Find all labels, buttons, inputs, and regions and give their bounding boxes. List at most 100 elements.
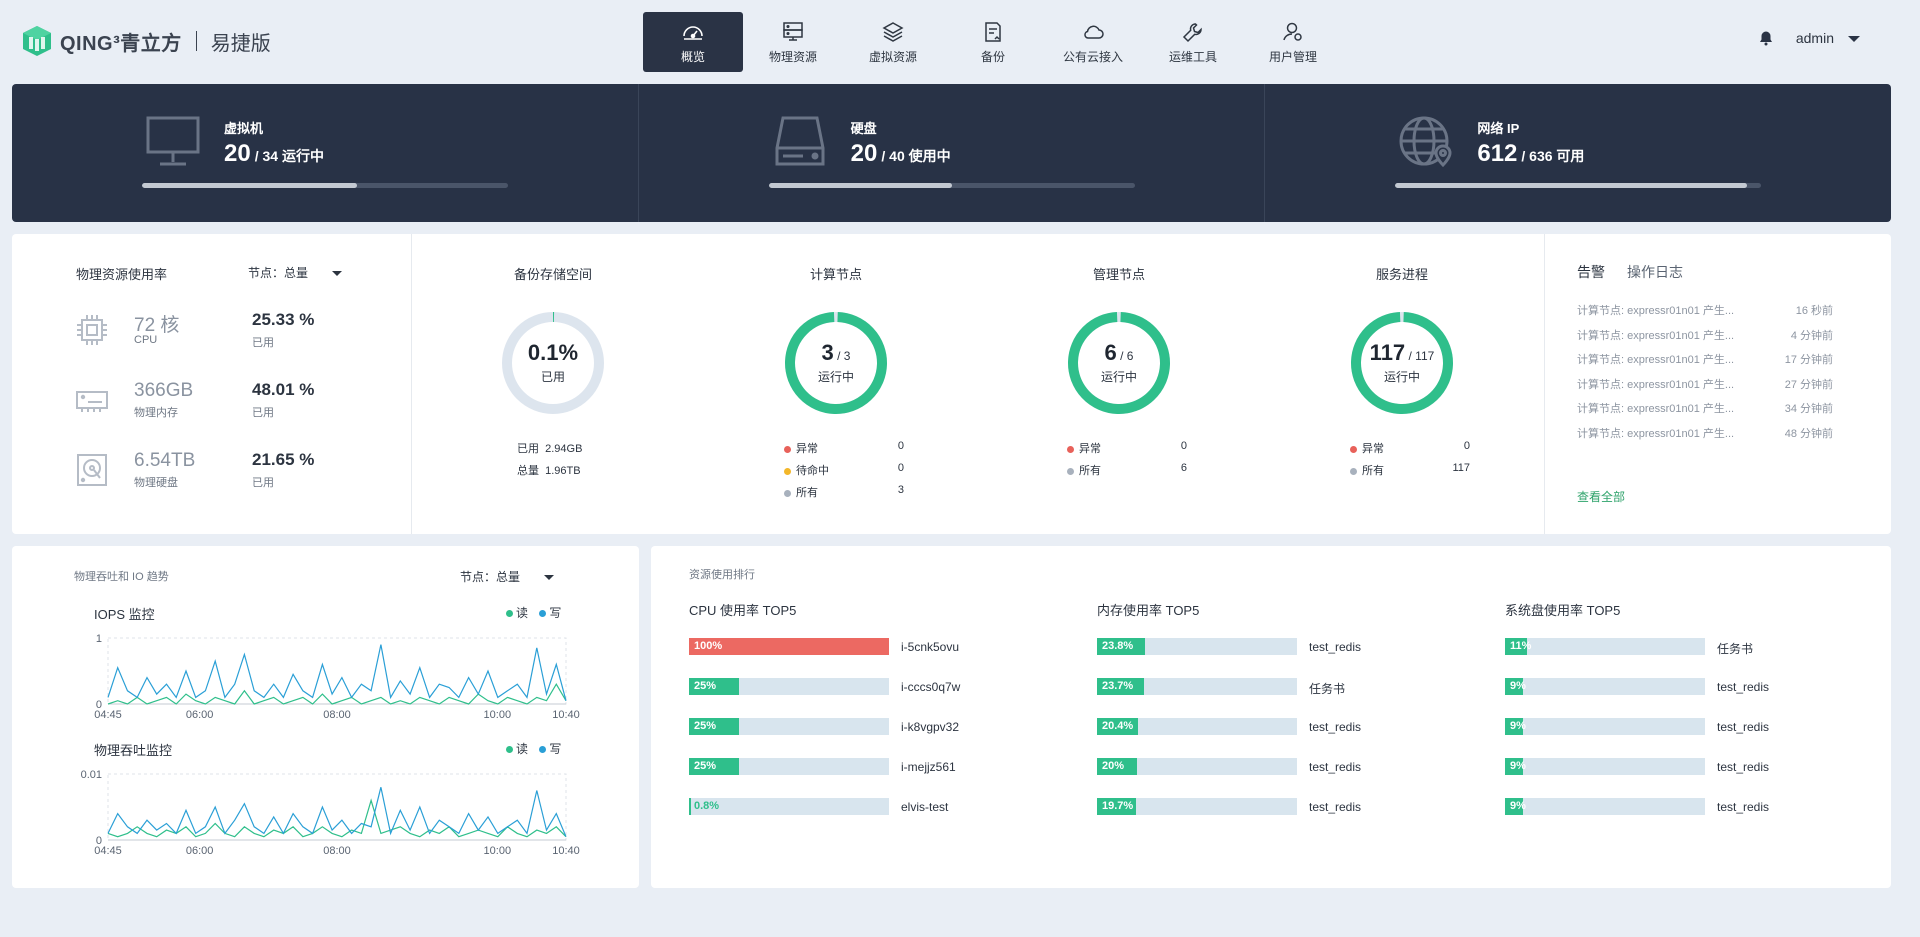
nav-ops-tools[interactable]: 运维工具 [1143,12,1243,72]
legend-label: 所有 [1362,465,1384,477]
alert-text: 计算节点: expressr01n01 产生... [1577,329,1735,342]
nav-physical[interactable]: 物理资源 [743,12,843,72]
physical-title: 物理资源使用率 [76,267,168,282]
nav-public-cloud[interactable]: 公有云接入 [1043,12,1143,72]
summary-disk[interactable]: 硬盘 20/ 40 使用中 [639,84,1266,222]
manage-value: 6 [1104,340,1117,365]
disk-label: 物理硬盘 [134,477,178,489]
manage-legend-all: 所有 6 [1067,462,1187,478]
user-menu[interactable]: admin [1796,30,1860,46]
view-all-link[interactable]: 查看全部 [1577,490,1626,504]
nav-label: 虚拟资源 [868,49,917,64]
status-dot [1350,467,1357,475]
server-icon [783,21,803,41]
x-tick-label: 10:00 [484,845,512,857]
status-panel: 物理资源使用率 节点：总量 72 核 CPU 25.33 % 已用 366GB … [12,234,1891,534]
nav-virtual[interactable]: 虚拟资源 [843,12,943,72]
nav-label: 物理资源 [768,49,817,64]
compute-denom: / 3 [837,349,851,363]
service-label: 运行中 [1383,370,1420,384]
summary-value: 20/ 34 运行中 [224,140,324,168]
rank-name: test_redis [1717,680,1770,694]
rank-percent: 9% [1510,760,1526,772]
summary-progress-fill [768,183,952,188]
compute-title: 计算节点 [809,267,862,282]
alert-item[interactable]: 计算节点: expressr01n01 产生... 16 秒前 [1577,302,1833,318]
nav-label: 备份 [980,49,1005,64]
alert-item[interactable]: 计算节点: expressr01n01 产生... 17 分钟前 [1577,351,1833,367]
chevron-down-icon [544,575,555,581]
tab-operation-log[interactable]: 操作日志 [1627,264,1683,280]
alert-item[interactable]: 计算节点: expressr01n01 产生... 48 分钟前 [1577,425,1833,441]
rank-bar: 9% [1505,718,1705,735]
total-label: 总量 [517,465,539,477]
cpu-percent: 25.33 % [252,310,315,329]
rank-bar-fill [689,758,739,775]
rank-bar-fill [1505,798,1523,815]
summary-value: 612/ 636 可用 [1477,140,1584,168]
alert-item[interactable]: 计算节点: expressr01n01 产生... 34 分钟前 [1577,400,1833,416]
legend-read: 读 [516,742,529,756]
rank-bar: 23.7% [1097,678,1297,695]
rank-name: test_redis [1717,720,1770,734]
disk-icon [77,454,107,486]
rank-row[interactable]: 23.8% test_redis [1097,638,1477,656]
rank-row[interactable]: 11% 任务书 [1505,638,1885,656]
rank-row[interactable]: 25% i-mejjz561 [689,758,1069,776]
nav-user-mgmt[interactable]: 用户管理 [1243,12,1343,72]
compute-value: 3 [821,340,834,365]
rank-row[interactable]: 25% i-cccs0q7w [689,678,1069,696]
alert-item[interactable]: 计算节点: expressr01n01 产生... 4 分钟前 [1577,327,1833,343]
legend-label: 异常 [1362,443,1384,455]
iops-legend: 读 写 [498,604,561,621]
ranking-title: 资源使用排行 [689,569,755,581]
summary-vm[interactable]: 虚拟机 20/ 34 运行中 [12,84,639,222]
rank-row[interactable]: 20.4% test_redis [1097,718,1477,736]
top-bar: QING³青立方 易捷版 概览 物理资源 虚拟资源 备份 公有云接入 运维工具 [0,0,1920,82]
rank-percent: 100% [694,640,723,652]
summary-rest: / 34 运行中 [254,148,324,164]
cpu-label: CPU [134,334,158,346]
legend-value: 0 [1180,440,1187,452]
series-line-read [107,683,567,705]
rank-bar-fill [1505,758,1523,775]
rank-row[interactable]: 9% test_redis [1505,758,1885,776]
backup-center: 0.1% 已用 [498,340,608,385]
rank-row[interactable]: 19.7% test_redis [1097,798,1477,816]
logo[interactable]: QING³青立方 易捷版 [22,24,271,58]
legend-dot [539,610,547,618]
status-dot [1350,445,1357,453]
rank-row[interactable]: 0.8% elvis-test [689,798,1069,816]
layers-icon [882,21,904,42]
rank-row[interactable]: 100% i-5cnk5ovu [689,638,1069,656]
trend-node-select[interactable]: 节点：总量 [460,568,555,585]
status-dot [784,445,791,453]
rank-row[interactable]: 9% test_redis [1505,718,1885,736]
nav-label: 运维工具 [1168,49,1217,64]
physical-resources: 物理资源使用率 节点：总量 72 核 CPU 25.33 % 已用 366GB … [12,234,412,534]
rank-row[interactable]: 9% test_redis [1505,798,1885,816]
summary-ip[interactable]: 网络 IP 612/ 636 可用 [1265,84,1891,222]
used-label: 已用 [517,443,539,455]
nav-backup[interactable]: 备份 [943,12,1043,72]
legend-dot [506,746,513,754]
summary-value: 20/ 40 使用中 [851,140,951,168]
nav-overview[interactable]: 概览 [643,12,743,72]
logo-divider [195,31,197,51]
rank-row[interactable]: 9% test_redis [1505,678,1885,696]
rank-bar: 25% [689,678,889,695]
rank-row[interactable]: 20% test_redis [1097,758,1477,776]
rank-percent: 9% [1510,720,1526,732]
node-select[interactable]: 节点：总量 [248,264,343,281]
bell-icon[interactable] [1758,30,1774,46]
backup-gauge [502,312,604,414]
alert-item[interactable]: 计算节点: expressr01n01 产生... 27 分钟前 [1577,376,1833,392]
y-tick-label: 0 [96,835,102,847]
rank-bar: 9% [1505,758,1705,775]
rank-bar-fill [1097,718,1138,735]
compute-gauge [785,312,887,414]
backup-icon [985,21,1001,42]
rank-row[interactable]: 23.7% 任务书 [1097,678,1477,696]
rank-row[interactable]: 25% i-k8vgpv32 [689,718,1069,736]
tab-alerts[interactable]: 告警 [1577,264,1605,280]
